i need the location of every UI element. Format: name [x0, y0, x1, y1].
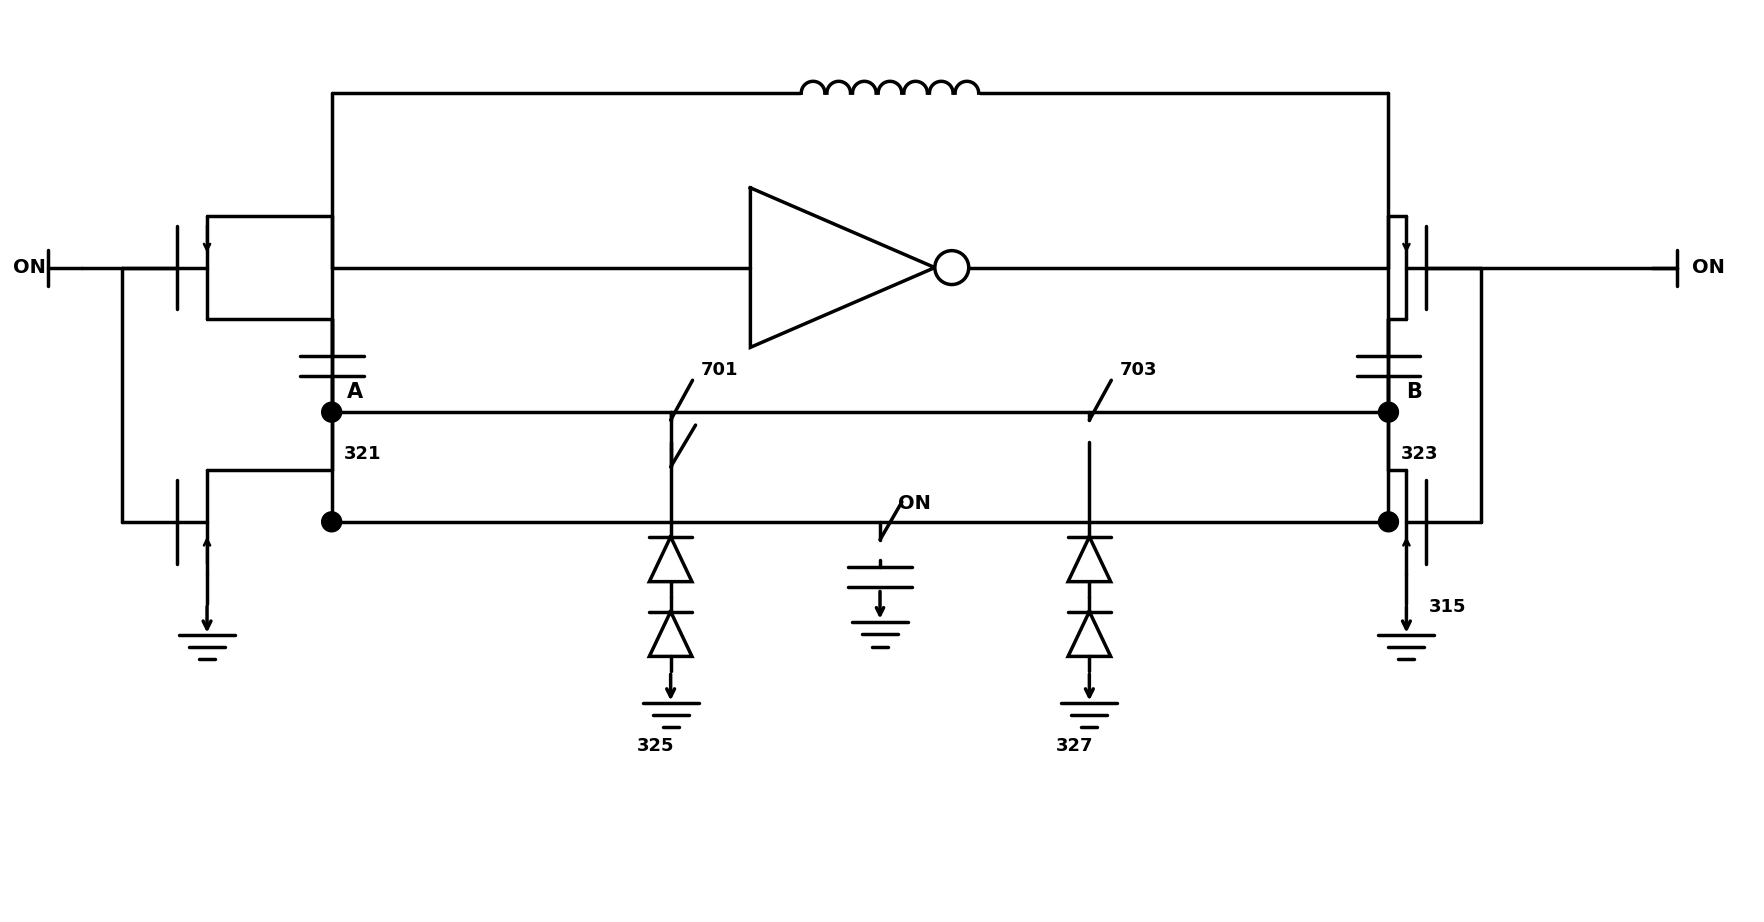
Text: 321: 321 — [344, 445, 381, 463]
Text: ON: ON — [12, 258, 46, 278]
Text: 325: 325 — [637, 737, 674, 755]
Text: 327: 327 — [1055, 737, 1094, 755]
Circle shape — [1378, 512, 1399, 532]
Text: ON: ON — [1692, 258, 1725, 278]
Text: B: B — [1406, 383, 1422, 402]
Text: 323: 323 — [1401, 445, 1438, 463]
Text: A: A — [346, 383, 363, 402]
Text: 315: 315 — [1429, 597, 1466, 616]
Circle shape — [321, 402, 342, 422]
Text: 703: 703 — [1120, 361, 1157, 379]
Circle shape — [321, 512, 342, 532]
Text: ON: ON — [898, 494, 931, 514]
Circle shape — [1378, 402, 1399, 422]
Circle shape — [935, 251, 968, 285]
Text: 701: 701 — [700, 361, 737, 379]
